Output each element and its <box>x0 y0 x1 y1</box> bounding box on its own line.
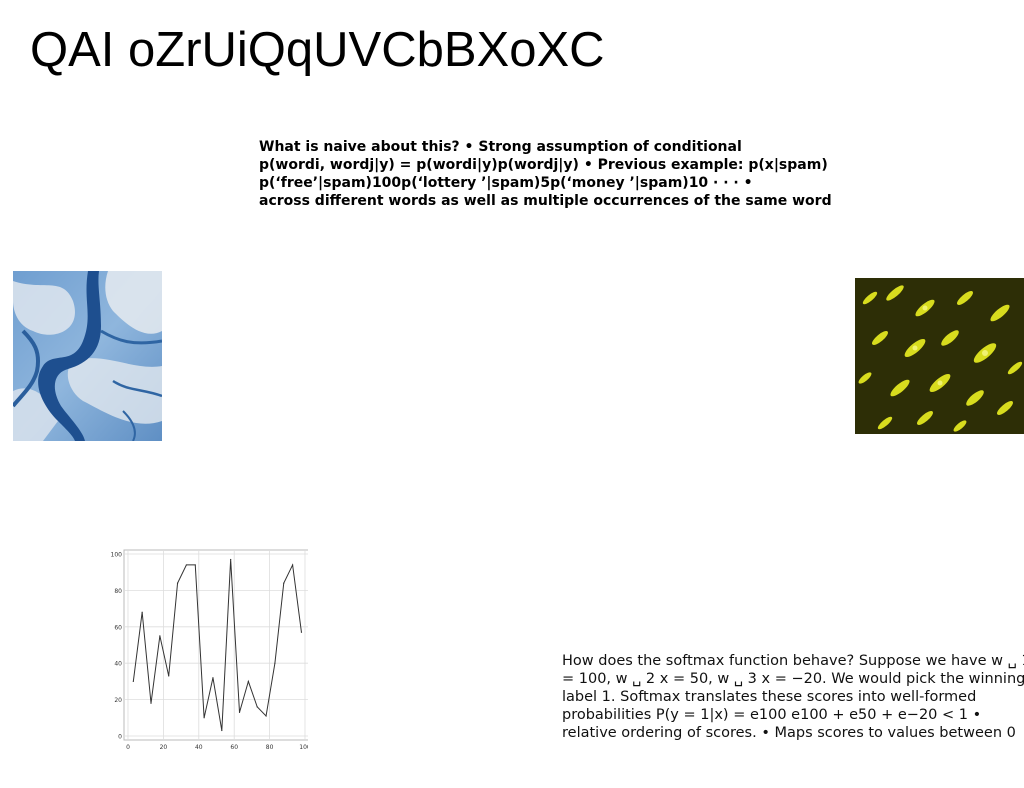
y-tick-label: 100 <box>111 552 123 559</box>
yellow-sparks-image <box>855 278 1024 434</box>
x-tick-label: 0 <box>126 744 130 751</box>
data-point <box>185 564 188 566</box>
aerial-river-graphic <box>13 271 162 441</box>
x-tick-label: 40 <box>195 744 203 751</box>
softmax-text-line: relative ordering of scores. • Maps scor… <box>562 725 1016 741</box>
x-tick-label: 80 <box>266 744 274 751</box>
line-chart: 0 20 40 60 80 100 0 20 40 60 80 100 <box>108 548 311 753</box>
aerial-river-image <box>13 271 162 441</box>
bold-text-line: p(wordi, wordj|y) = p(wordi|y)p(wordj|y)… <box>259 157 828 173</box>
data-point <box>203 717 205 719</box>
data-point <box>256 706 258 708</box>
data-point <box>292 564 294 566</box>
plot-frame <box>123 549 310 741</box>
data-point <box>212 677 214 679</box>
data-point <box>221 729 223 732</box>
data-point <box>300 631 303 633</box>
x-tick-label: 20 <box>160 744 168 751</box>
data-point <box>230 558 232 561</box>
softmax-text-line: = 100, w ␣ 2 x = 50, w ␣ 3 x = −20. We w… <box>562 671 1024 687</box>
yellow-sparks-graphic <box>855 278 1024 434</box>
data-point <box>168 675 170 677</box>
softmax-text-line: probabilities P(y = 1|x) = e100 e100 + e… <box>562 707 982 723</box>
bold-text-block: What is naive about this? • Strong assum… <box>259 138 899 210</box>
data-point <box>274 662 276 664</box>
data-point <box>238 711 241 713</box>
data-point <box>194 564 196 566</box>
data-point <box>247 680 249 682</box>
y-tick-label: 0 <box>118 734 122 741</box>
data-point <box>141 611 143 613</box>
line-chart-svg: 0 20 40 60 80 100 0 20 40 60 80 100 <box>111 549 311 751</box>
data-point <box>265 715 267 717</box>
page-title: QAI oZrUiQqUVCbBXoXC <box>30 23 605 77</box>
data-point <box>159 635 161 637</box>
data-point <box>176 582 179 584</box>
y-tick-label: 80 <box>114 588 122 595</box>
y-tick-label: 40 <box>114 661 122 668</box>
data-point <box>283 582 285 584</box>
bold-text-line: p(‘free’|spam)100p(‘lottery ’|spam)5p(‘m… <box>259 175 753 191</box>
softmax-text-line: label 1. Softmax translates these scores… <box>562 689 977 705</box>
series-line <box>132 559 302 731</box>
bold-text-line: What is naive about this? • Strong assum… <box>259 139 742 155</box>
data-point <box>132 680 134 682</box>
y-tick-label: 60 <box>114 624 122 631</box>
x-tick-label: 60 <box>230 744 238 751</box>
data-point <box>150 702 152 704</box>
x-tick-label: 100 <box>299 744 308 751</box>
softmax-text-block: How does the softmax function behave? Su… <box>562 652 1024 742</box>
y-tick-label: 20 <box>114 697 122 704</box>
softmax-text-line: How does the softmax function behave? Su… <box>562 653 1024 669</box>
bold-text-line: across different words as well as multip… <box>259 193 832 209</box>
